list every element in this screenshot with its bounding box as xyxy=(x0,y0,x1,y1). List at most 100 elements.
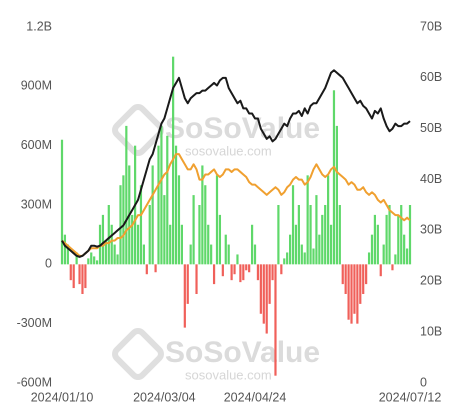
bar xyxy=(291,185,295,265)
bar xyxy=(245,264,248,271)
bar xyxy=(139,185,143,265)
bar xyxy=(362,264,365,294)
y2-tick-label: 0 xyxy=(420,375,427,389)
bar xyxy=(90,252,93,265)
bar xyxy=(136,224,140,265)
watermark: SoSoValue sosovalue.com SoSoValue sosova… xyxy=(112,104,320,382)
bar xyxy=(327,175,330,265)
bar xyxy=(230,264,233,281)
line xyxy=(61,69,411,258)
bar xyxy=(195,264,198,294)
bar xyxy=(60,139,64,265)
bar xyxy=(318,234,321,265)
bar xyxy=(113,244,116,265)
bar xyxy=(341,264,344,285)
bar xyxy=(145,264,148,275)
bar xyxy=(227,244,230,265)
bar xyxy=(303,252,306,265)
bar xyxy=(154,264,157,273)
bar xyxy=(131,214,134,265)
bar xyxy=(385,214,388,265)
bar xyxy=(315,195,318,265)
bar xyxy=(277,205,280,265)
bar xyxy=(212,264,216,285)
bar xyxy=(391,264,394,271)
y2-tick-label: 40B xyxy=(420,172,442,186)
bar xyxy=(204,185,207,265)
bar xyxy=(221,264,224,277)
bar xyxy=(72,264,75,289)
bar xyxy=(119,185,122,265)
bar xyxy=(104,240,107,265)
bar xyxy=(236,254,239,265)
bar xyxy=(125,125,128,265)
bar xyxy=(359,264,362,304)
bar xyxy=(268,264,271,304)
bar xyxy=(201,165,204,265)
bar xyxy=(160,125,163,265)
bar xyxy=(192,195,195,265)
bar xyxy=(177,175,181,265)
bar xyxy=(335,125,338,265)
bar xyxy=(376,224,379,265)
bar xyxy=(87,258,90,265)
bar xyxy=(379,264,382,277)
y-tick-label: -300M xyxy=(17,316,52,330)
bar xyxy=(300,244,303,265)
bar xyxy=(180,224,183,265)
bar xyxy=(274,264,277,376)
bar xyxy=(110,224,113,265)
bar xyxy=(239,264,242,283)
bar xyxy=(283,258,286,265)
bar xyxy=(403,234,406,265)
bar xyxy=(405,248,409,265)
watermark-logo xyxy=(112,104,164,156)
y2-tick-label: 30B xyxy=(420,223,442,237)
bar xyxy=(78,264,81,285)
bar xyxy=(215,175,219,265)
bar xyxy=(256,264,260,281)
bar xyxy=(271,264,274,281)
watermark-url: sosovalue.com xyxy=(185,367,272,382)
bar xyxy=(356,264,359,324)
bar xyxy=(332,90,336,265)
watermark-text: SoSoValue xyxy=(165,112,320,145)
watermark-url: sosovalue.com xyxy=(185,143,272,158)
bar xyxy=(388,205,391,265)
y2-tick-label: 60B xyxy=(420,70,442,84)
bar xyxy=(280,264,283,275)
watermark-text: SoSoValue xyxy=(165,336,320,369)
bar xyxy=(400,205,403,265)
bar xyxy=(365,264,368,285)
bar xyxy=(186,264,189,304)
x-tick-label: 2024/07/12 xyxy=(379,390,442,404)
y2-tick-label: 70B xyxy=(420,19,442,33)
bar xyxy=(151,165,154,265)
bar xyxy=(166,135,169,265)
x-tick-label: 2024/01/10 xyxy=(31,390,94,404)
bar xyxy=(142,244,145,265)
bar xyxy=(250,224,254,265)
bar xyxy=(286,252,289,265)
bar xyxy=(367,252,371,265)
bar xyxy=(75,252,78,265)
y2-tick-label: 50B xyxy=(420,121,442,135)
bar xyxy=(289,234,292,265)
bar xyxy=(189,244,192,265)
bar xyxy=(224,234,227,265)
bar xyxy=(210,244,213,265)
bar xyxy=(84,264,87,289)
bar xyxy=(163,195,166,265)
bar xyxy=(183,264,186,328)
bar xyxy=(101,214,105,265)
bar xyxy=(329,224,333,265)
y-tick-label: 900M xyxy=(21,79,52,93)
bar xyxy=(353,264,356,314)
bar xyxy=(408,205,412,265)
bar xyxy=(373,214,377,265)
bar xyxy=(69,264,72,281)
bar xyxy=(169,224,172,265)
bar xyxy=(248,264,251,273)
bar xyxy=(218,214,222,265)
